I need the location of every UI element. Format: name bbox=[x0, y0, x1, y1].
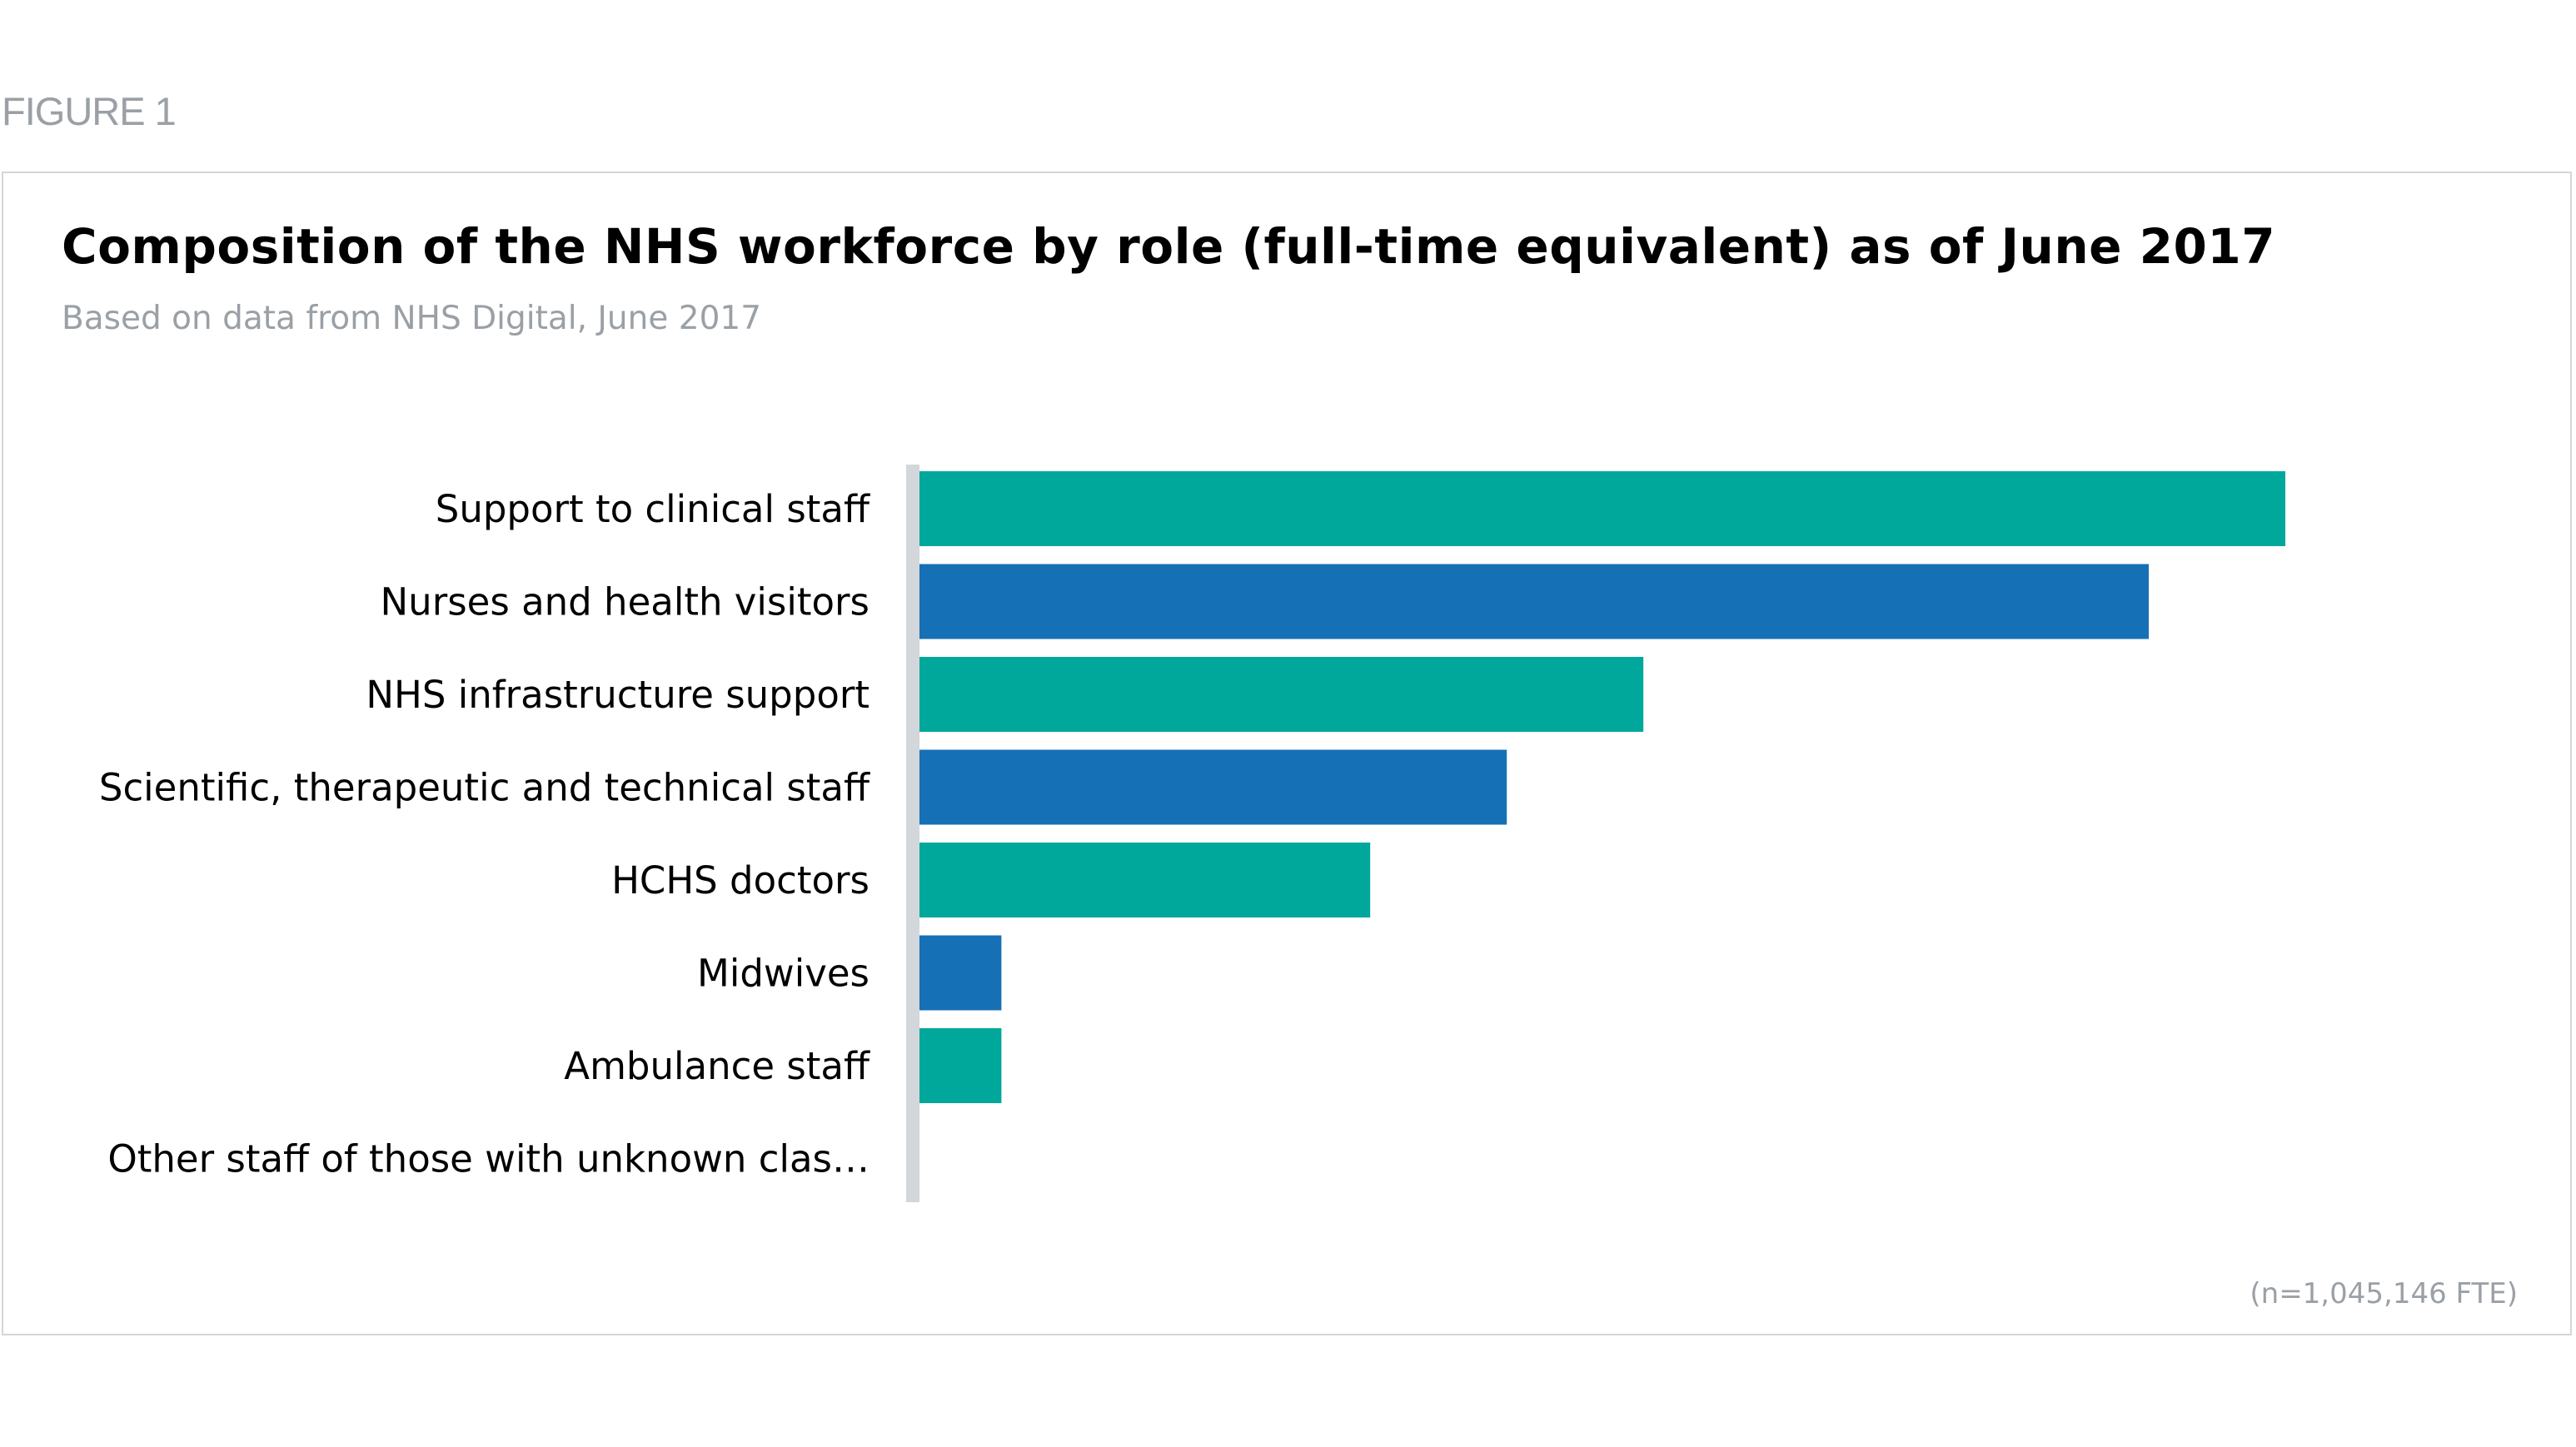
chart-subtitle: Based on data from NHS Digital, June 201… bbox=[62, 300, 762, 337]
category-label: Nurses and health visitors bbox=[381, 580, 869, 624]
category-labels: Support to clinical staff Nurses and heal… bbox=[99, 487, 870, 1181]
bar bbox=[919, 564, 2149, 639]
category-label: Other staff of those with unknown clas… bbox=[107, 1137, 869, 1181]
footnote: (n=1,045,146 FTE) bbox=[2250, 1277, 2518, 1310]
category-label: Scientific, therapeutic and technical st… bbox=[99, 766, 870, 810]
y-axis-line bbox=[906, 465, 919, 1202]
category-label: Ambulance staff bbox=[564, 1044, 870, 1088]
chart-title: Composition of the NHS workforce by role… bbox=[62, 218, 2276, 275]
bars bbox=[919, 471, 2285, 1103]
figure-label: FIGURE 1 bbox=[2, 89, 177, 133]
category-label: NHS infrastructure support bbox=[366, 673, 869, 717]
bar bbox=[919, 657, 1644, 732]
bar bbox=[919, 1028, 1002, 1103]
category-label: HCHS doctors bbox=[611, 858, 869, 903]
category-label: Support to clinical staff bbox=[436, 487, 870, 531]
category-label: Midwives bbox=[697, 952, 869, 996]
bar bbox=[919, 749, 1507, 825]
bar bbox=[919, 843, 1371, 917]
bar bbox=[919, 471, 2285, 546]
bar bbox=[919, 935, 1002, 1011]
